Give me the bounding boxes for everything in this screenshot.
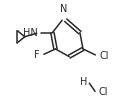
Text: HN: HN [23,28,37,38]
Text: Cl: Cl [98,51,108,61]
Text: N: N [59,4,67,14]
Text: F: F [34,50,39,60]
Text: Cl: Cl [97,87,107,97]
Text: H: H [79,77,87,87]
